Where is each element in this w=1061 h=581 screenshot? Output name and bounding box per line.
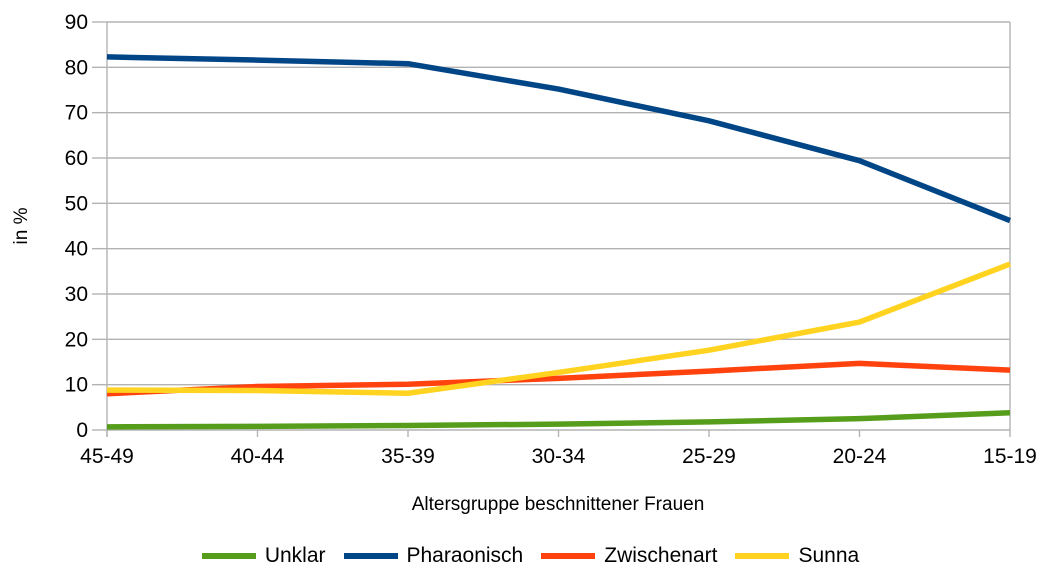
x-tick-label-25-29: 25-29	[682, 445, 736, 468]
legend-item-zwischenart: Zwischenart	[541, 544, 717, 568]
legend-swatch-pharaonisch	[343, 553, 398, 559]
y-tick-label-20: 20	[65, 328, 88, 351]
legend-swatch-sunna	[735, 553, 790, 559]
y-tick-label-80: 80	[65, 56, 88, 79]
legend-swatch-zwischenart	[541, 553, 596, 559]
y-tick-label-10: 10	[65, 374, 88, 397]
legend-label-sunna: Sunna	[798, 544, 860, 567]
y-tick-label-70: 70	[65, 102, 88, 125]
legend-item-pharaonisch: Pharaonisch	[343, 544, 524, 568]
legend-item-sunna: Sunna	[735, 544, 859, 568]
legend-label-unklar: Unklar	[264, 544, 326, 567]
x-tick-label-40-44: 40-44	[231, 445, 285, 468]
x-axis-title: Altersgruppe beschnittener Frauen	[411, 494, 705, 515]
x-tick-label-30-34: 30-34	[532, 445, 586, 468]
legend: Unklar Pharaonisch Zwischenart Sunna	[0, 544, 1061, 568]
x-tick-label-45-49: 45-49	[80, 445, 134, 468]
legend-label-zwischenart: Zwischenart	[604, 544, 718, 567]
y-axis-title: in %	[11, 207, 32, 245]
y-tick-label-60: 60	[65, 147, 88, 170]
series-line-unklar	[106, 410, 1011, 430]
x-tick-label-35-39: 35-39	[381, 445, 435, 468]
y-tick-label-50: 50	[65, 192, 88, 215]
legend-item-unklar: Unklar	[201, 544, 326, 568]
y-tick-label-0: 0	[76, 419, 88, 442]
series-line-sunna	[106, 261, 1011, 397]
y-tick-label-40: 40	[65, 238, 88, 261]
x-tick-label-15-19: 15-19	[983, 445, 1037, 468]
legend-swatch-unklar	[201, 553, 256, 559]
x-tick-label-20-24: 20-24	[833, 445, 887, 468]
y-tick-label-30: 30	[65, 283, 88, 306]
y-tick-label-90: 90	[65, 11, 88, 34]
series-line-pharaonisch	[106, 54, 1012, 224]
series-line-zwischenart	[106, 360, 1011, 397]
legend-label-pharaonisch: Pharaonisch	[406, 544, 524, 567]
